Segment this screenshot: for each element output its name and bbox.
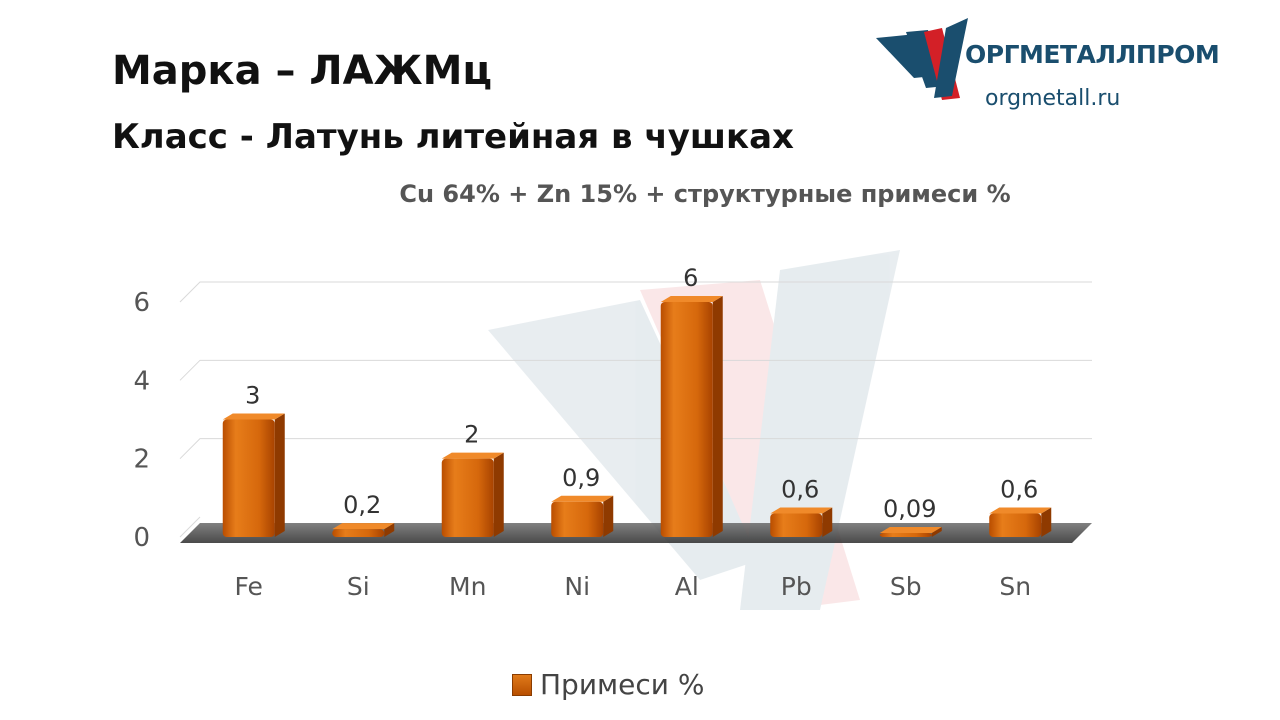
page-title: Марка – ЛАЖМц	[112, 48, 493, 94]
y-tick-label: 0	[133, 523, 150, 553]
gridline	[179, 281, 1092, 303]
bar-front	[989, 513, 1042, 537]
data-label: 0,6	[781, 476, 819, 504]
bar-al	[660, 296, 723, 537]
data-label: 0,9	[562, 464, 600, 492]
chart-title: Cu 64% + Zn 15% + структурные примеси %	[399, 180, 1011, 208]
bar-front	[879, 533, 932, 537]
x-tick-label: Mn	[449, 572, 486, 601]
bar-top	[551, 495, 614, 502]
bar-top	[989, 507, 1052, 514]
bar-side	[493, 452, 504, 537]
brand-logo-icon	[876, 18, 968, 100]
x-tick-label: Fe	[235, 572, 263, 601]
bar-side	[274, 413, 285, 537]
bar-mn	[441, 452, 504, 537]
y-axis: 0 2 4 6	[133, 288, 150, 553]
x-tick-label: Ni	[564, 572, 590, 601]
bar-fe	[222, 413, 285, 537]
axis-corner	[179, 516, 201, 538]
bar-front	[332, 529, 385, 537]
x-tick-label: Sb	[890, 572, 922, 601]
bar-top	[332, 523, 395, 530]
brand-name: ОРГМЕТАЛЛПРОМ	[965, 40, 1220, 69]
bar-si	[332, 523, 395, 537]
bar-front	[551, 501, 604, 537]
gridlines	[179, 281, 1092, 538]
bar-side	[1041, 507, 1052, 537]
legend-label: Примеси %	[540, 668, 705, 701]
y-tick-label: 2	[133, 445, 150, 475]
bar-side	[822, 507, 833, 537]
gridline	[179, 438, 1092, 460]
bar-top	[441, 452, 504, 459]
data-label: 0,2	[343, 491, 381, 519]
page-subtitle-class: Класс - Латунь литейная в чушках	[112, 117, 794, 157]
bar-top	[660, 296, 723, 302]
legend-swatch	[512, 673, 532, 696]
bar-top	[770, 507, 833, 514]
bar-pb	[770, 507, 833, 537]
bar-front	[222, 419, 275, 537]
gridline	[179, 359, 1092, 381]
floor-shadow	[180, 523, 1092, 543]
bar-sn	[989, 507, 1052, 537]
bar-sb	[879, 527, 942, 537]
x-axis: Fe Si Mn Ni Al Pb Sb Sn	[235, 572, 1032, 601]
bar-side	[931, 527, 942, 537]
bar-front	[770, 513, 823, 537]
bar-front	[660, 302, 713, 537]
data-label: 0,6	[1000, 476, 1038, 504]
x-tick-label: Sn	[999, 572, 1031, 601]
bar-side	[603, 495, 614, 537]
data-label: 2	[464, 421, 479, 449]
x-tick-label: Al	[675, 572, 699, 601]
legend: Примеси %	[512, 668, 704, 701]
bar-ni	[551, 495, 614, 537]
y-tick-label: 6	[133, 288, 150, 318]
brand-url: orgmetall.ru	[985, 86, 1121, 111]
x-tick-label: Si	[347, 572, 370, 601]
bar-front	[441, 458, 494, 537]
data-label: 6	[683, 264, 698, 292]
bar-side	[384, 523, 395, 537]
y-tick-label: 4	[133, 366, 150, 396]
data-label: 3	[245, 382, 260, 410]
bars	[222, 296, 1052, 537]
bar-side	[712, 296, 723, 537]
bar-top	[879, 527, 942, 533]
data-label: 0,09	[883, 495, 936, 523]
bar-top	[222, 413, 285, 420]
chart-floor	[180, 523, 1092, 543]
data-labels: 3 0,2 2 0,9 6 0,6 0,09 0,6	[245, 264, 1038, 523]
x-tick-label: Pb	[781, 572, 812, 601]
